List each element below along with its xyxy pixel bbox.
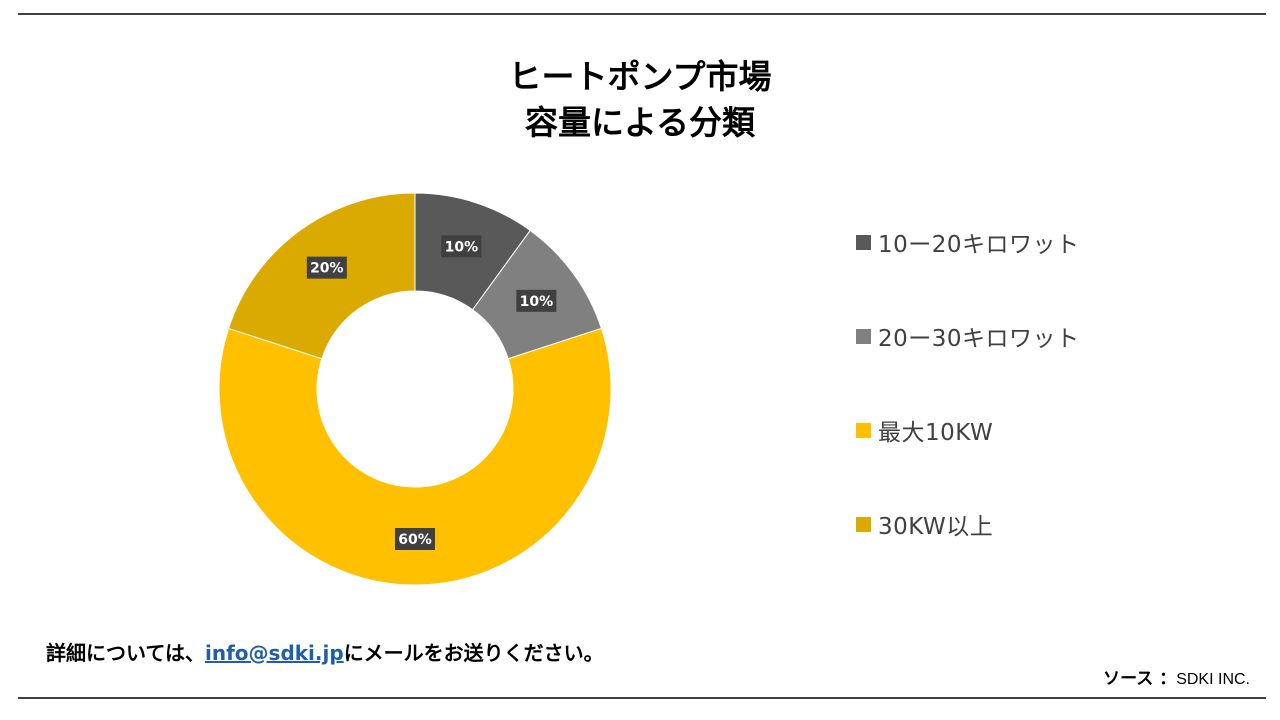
data-label-box: [516, 289, 557, 312]
source-value: SDKI INC.: [1176, 671, 1250, 688]
data-label-text: 60%: [398, 532, 432, 548]
data-label-box: [395, 528, 435, 550]
donut-chart: 10% 10% 60% 20%: [218, 192, 612, 586]
bottom-divider: [18, 697, 1266, 699]
legend-swatch: [856, 234, 871, 250]
legend-item: 最大10KW: [856, 410, 993, 450]
legend-swatch: [856, 422, 871, 438]
top-divider: [18, 13, 1266, 15]
contact-text: 詳細については、info@sdki.jpにメールをお送りください。: [46, 637, 604, 666]
legend-label: 最大10KW: [878, 420, 994, 446]
data-label-text: 10%: [520, 294, 554, 310]
data-label: 10%: [516, 289, 557, 312]
legend-label: 10ー20キロワット: [878, 232, 1080, 258]
contact-prefix: 詳細については、: [46, 641, 205, 665]
data-label-box: [306, 256, 347, 279]
donut-slice: [218, 327, 612, 586]
source-credit: ソース ：SDKI INC.: [1103, 664, 1250, 689]
data-label-text: 10%: [445, 239, 479, 255]
source-label: ソース ：: [1103, 669, 1177, 689]
legend-item: 20ー30キロワット: [856, 316, 1080, 356]
legend-label: 30KW以上: [878, 514, 994, 540]
legend-swatch: [856, 516, 871, 532]
legend-item: 10ー20キロワット: [856, 222, 1080, 262]
data-label: 60%: [395, 528, 435, 550]
legend-swatch: [856, 328, 871, 344]
data-label-box: [441, 235, 482, 258]
chart-title-line1: ヒートポンプ市場: [508, 57, 772, 96]
contact-suffix: にメールをお送りください。: [343, 641, 604, 665]
legend-item: 30KW以上: [856, 504, 993, 544]
data-label: 10%: [441, 235, 482, 258]
contact-email-link[interactable]: info@sdki.jp: [205, 641, 344, 665]
chart-title-line2: 容量による分類: [524, 103, 755, 142]
legend-label: 20ー30キロワット: [878, 326, 1080, 352]
data-label-text: 20%: [310, 261, 344, 277]
data-label: 20%: [306, 256, 347, 279]
